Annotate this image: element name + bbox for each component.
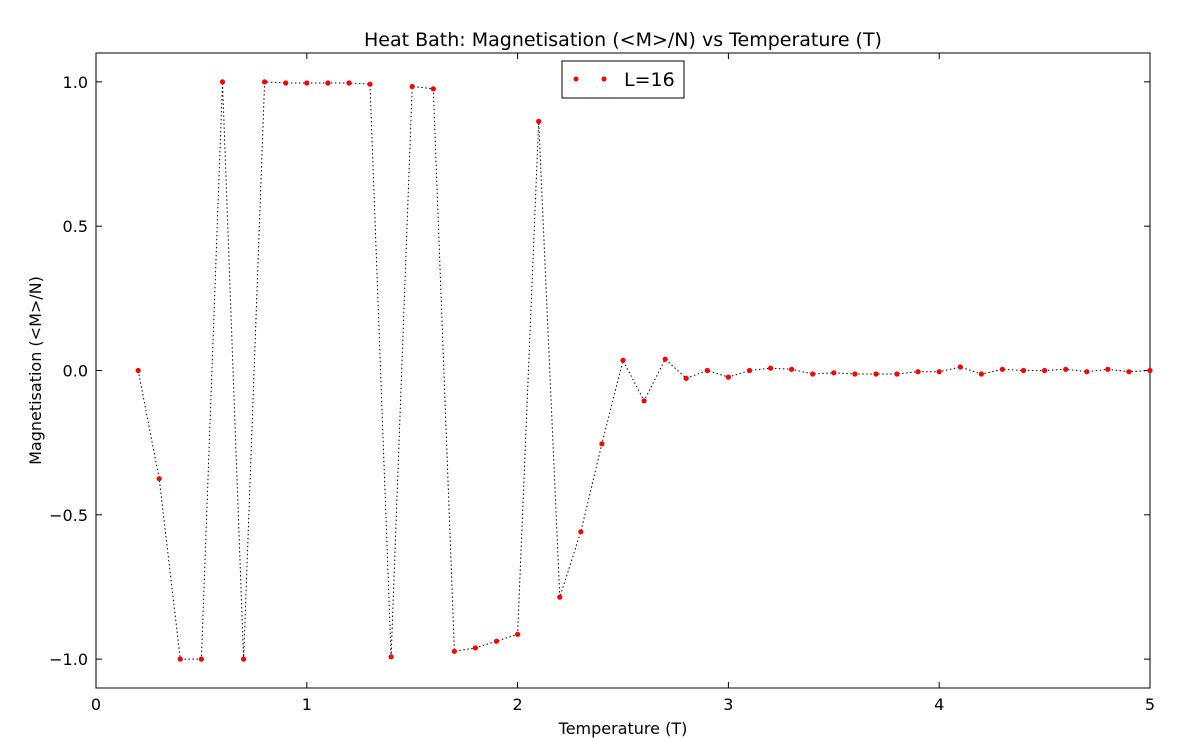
data-point: [198, 656, 204, 662]
data-point: [515, 631, 521, 637]
data-point: [662, 356, 668, 362]
data-point: [746, 367, 753, 374]
data-point: [156, 476, 162, 482]
data-point: [831, 370, 837, 376]
data-point: [1042, 367, 1048, 374]
data-point: [894, 371, 900, 377]
data-point: [262, 79, 268, 85]
data-point: [915, 369, 921, 375]
data-point: [578, 529, 584, 535]
data-point: [472, 645, 478, 651]
data-point: [957, 364, 963, 370]
data-point: [1147, 367, 1153, 374]
data-point: [683, 375, 689, 381]
axis-ticks: 0 1 2 3 4 5 −1.0 −0.5 0.0 0.5 1.0: [49, 53, 1155, 714]
legend-box: [561, 60, 685, 99]
x-tick-label: 1: [302, 695, 312, 714]
y-tick-label: −1.0: [49, 650, 88, 669]
data-point: [177, 656, 183, 662]
series-line: [137, 81, 1151, 660]
data-point: [641, 398, 647, 404]
data-point: [599, 441, 605, 447]
data-point: [789, 366, 795, 372]
data-point: [978, 371, 985, 377]
data-point: [1020, 367, 1027, 374]
plot-area: 0 1 2 3 4 5 −1.0 −0.5 0.0 0.5 1.0: [49, 52, 1155, 714]
data-point: [135, 367, 141, 374]
data-point: [367, 81, 373, 87]
data-point: [325, 80, 331, 86]
y-tick-label: 0.5: [63, 217, 88, 236]
y-tick-label: −0.5: [49, 506, 88, 525]
chart-title: Heat Bath: Magnetisation (<M>/N) vs Temp…: [364, 29, 882, 51]
data-point: [852, 371, 858, 377]
data-point: [409, 83, 415, 90]
data-point: [725, 374, 732, 380]
data-point: [451, 648, 457, 654]
data-point: [936, 369, 942, 375]
data-point: [557, 594, 563, 600]
data-point: [873, 371, 879, 377]
data-point: [388, 654, 394, 660]
data-point: [283, 80, 289, 86]
data-point: [1063, 366, 1069, 372]
y-tick-label: 1.0: [63, 73, 88, 92]
data-point: [1105, 366, 1111, 372]
legend: L=16: [561, 60, 685, 99]
data-point: [810, 371, 816, 377]
x-axis-title: Temperature (T): [558, 719, 688, 738]
legend-label: L=16: [624, 69, 675, 91]
x-tick-label: 3: [723, 695, 733, 714]
legend-marker: [601, 76, 607, 82]
data-point: [704, 367, 710, 374]
data-point: [1126, 369, 1132, 375]
y-tick-label: 0.0: [63, 362, 88, 381]
y-axis-title: Magnetisation (<M>/N): [26, 276, 45, 465]
data-point: [999, 366, 1006, 372]
x-tick-label: 4: [934, 695, 944, 714]
data-point: [1084, 369, 1090, 375]
data-point: [536, 118, 542, 124]
data-point: [219, 79, 226, 85]
x-tick-label: 0: [91, 695, 101, 714]
data-point: [304, 80, 310, 86]
data-point: [346, 80, 352, 86]
data-point: [430, 86, 436, 92]
data-point: [620, 357, 626, 363]
series-layer: [135, 79, 1153, 662]
data-point: [241, 656, 247, 662]
legend-marker: [573, 76, 579, 82]
data-point: [768, 365, 774, 371]
data-point: [493, 638, 500, 644]
x-tick-label: 2: [513, 695, 523, 714]
x-tick-label: 5: [1145, 695, 1155, 714]
